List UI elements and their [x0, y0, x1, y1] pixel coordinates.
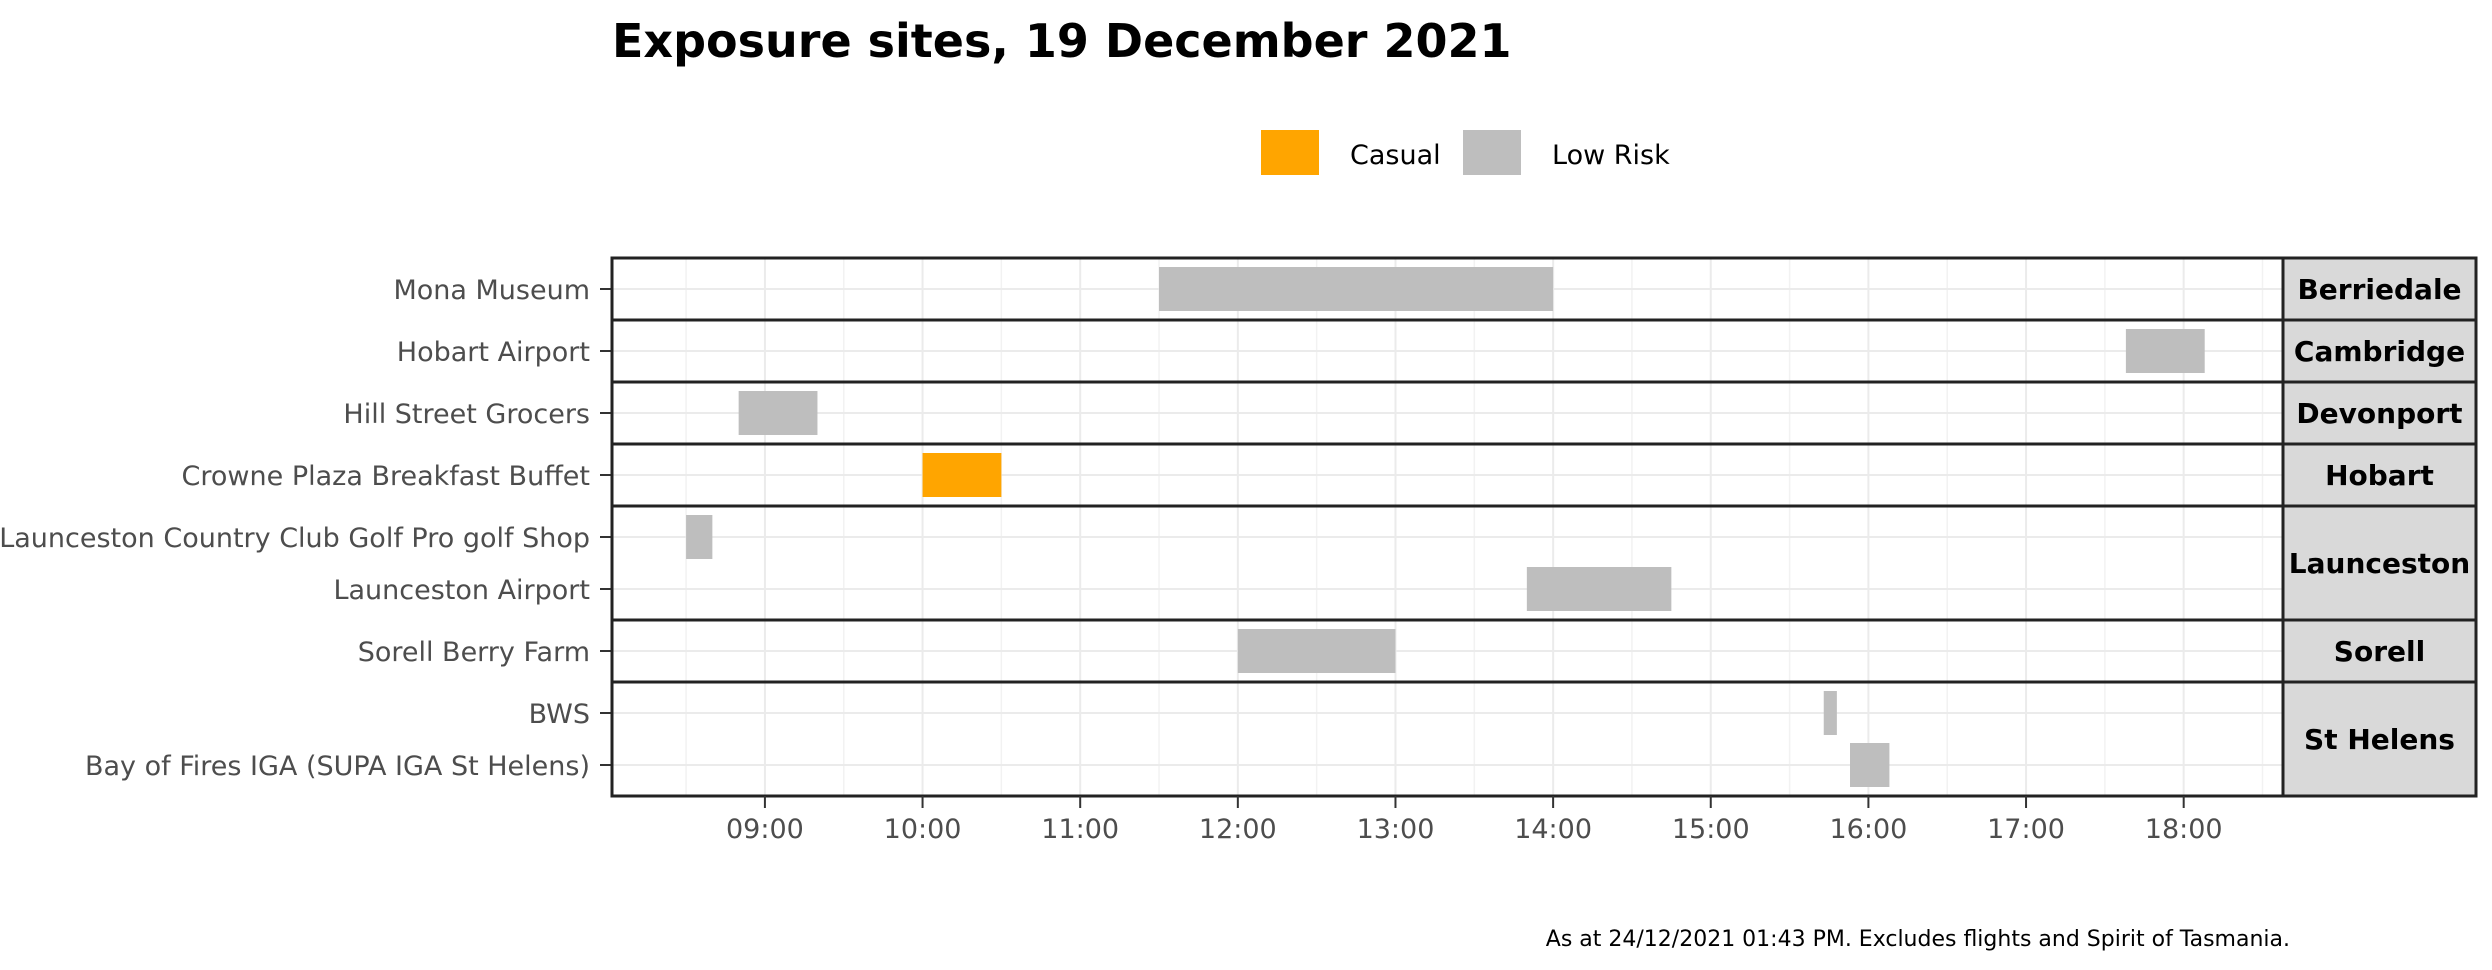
- facet-strip: [2281, 318, 2478, 384]
- legend-label-low-risk: Low Risk: [1552, 140, 1670, 171]
- x-tick-label-12-00: 12:00: [1199, 814, 1277, 845]
- bar-launceston-airport: [1526, 567, 1672, 611]
- y-label-crowne-plaza-breakfast-buffet: Crowne Plaza Breakfast Buffet: [182, 461, 590, 492]
- x-tick-label-14-00: 14:00: [1514, 814, 1592, 845]
- legend-label-casual: Casual: [1350, 140, 1441, 171]
- facet-label-berriedale: Berriedale: [2297, 273, 2461, 306]
- facet-panel-st-helens: BWS Bay of Fires IGA (SUPA IGA St Helens)…: [85, 680, 2478, 798]
- x-tick-label-13-00: 13:00: [1357, 814, 1435, 845]
- y-label-launceston-airport: Launceston Airport: [333, 575, 590, 606]
- facet-label-sorell: Sorell: [2334, 635, 2425, 668]
- chart-title: Exposure sites, 19 December 2021: [612, 14, 1512, 68]
- bar-hill-street-grocers: [738, 391, 818, 435]
- facet-label-devonport: Devonport: [2296, 397, 2462, 430]
- y-label-sorell-berry-farm: Sorell Berry Farm: [358, 637, 590, 668]
- y-label-bay-of-fires-iga-supa-iga-st-helens: Bay of Fires IGA (SUPA IGA St Helens): [85, 751, 590, 782]
- x-tick-label-11-00: 11:00: [1041, 814, 1119, 845]
- facet-strip: [2281, 618, 2478, 684]
- bar-launceston-country-club-golf-pro-golf-shop: [686, 515, 713, 559]
- facet-label-cambridge: Cambridge: [2294, 335, 2465, 368]
- facet-panel-launceston: Launceston Country Club Golf Pro golf Sh…: [0, 504, 2478, 622]
- x-tick-label-09-00: 09:00: [726, 814, 804, 845]
- panel-border: [610, 680, 2285, 798]
- facet-label-launceston: Launceston: [2289, 547, 2470, 580]
- y-label-mona-museum: Mona Museum: [393, 275, 590, 306]
- x-axis: 09:00 10:00 11:00 12:00 13:00 14:00 15:00 16:00…: [726, 796, 2223, 845]
- bar-hobart-airport: [2125, 329, 2205, 373]
- facet-panel-devonport: Hill Street Grocers Devonport: [343, 380, 2478, 446]
- facet-strip: [2281, 442, 2478, 508]
- bar-crowne-plaza-breakfast-buffet: [922, 453, 1002, 497]
- bar-sorell-berry-farm: [1237, 629, 1396, 673]
- facet-strip: [2281, 256, 2478, 322]
- facet-label-hobart: Hobart: [2325, 459, 2434, 492]
- bar-bay-of-fires-iga-supa-iga-st-helens: [1850, 743, 1890, 787]
- x-tick-label-17-00: 17:00: [1987, 814, 2065, 845]
- bar-mona-museum: [1159, 267, 1554, 311]
- bar-bws: [1823, 691, 1837, 735]
- facet-strip: [2281, 680, 2478, 798]
- chart-panels: Mona Museum Berriedale Hobart Airport Cambr…: [0, 256, 2478, 798]
- legend-swatch-low-risk: [1463, 130, 1521, 175]
- x-tick-label-10-00: 10:00: [884, 814, 962, 845]
- x-tick-label-18-00: 18:00: [2145, 814, 2223, 845]
- chart-caption: As at 24/12/2021 01:43 PM. Excludes flig…: [1546, 927, 2290, 952]
- legend: Casual Low Risk: [1261, 130, 1670, 175]
- facet-strip: [2281, 504, 2478, 622]
- x-tick-label-16-00: 16:00: [1829, 814, 1907, 845]
- facet-panel-hobart: Crowne Plaza Breakfast Buffet Hobart: [182, 442, 2478, 508]
- panel-border: [610, 504, 2285, 622]
- facet-strip: [2281, 380, 2478, 446]
- facet-panel-cambridge: Hobart Airport Cambridge: [397, 318, 2478, 384]
- y-label-hobart-airport: Hobart Airport: [397, 337, 590, 368]
- legend-swatch-casual: [1261, 130, 1319, 175]
- x-tick-label-15-00: 15:00: [1672, 814, 1750, 845]
- y-label-launceston-country-club-golf-pro-golf-shop: Launceston Country Club Golf Pro golf Sh…: [0, 523, 590, 554]
- facet-panel-sorell: Sorell Berry Farm Sorell: [358, 618, 2478, 684]
- y-label-bws: BWS: [529, 699, 590, 730]
- facet-label-st-helens: St Helens: [2304, 723, 2455, 756]
- facet-panel-berriedale: Mona Museum Berriedale: [393, 256, 2478, 322]
- y-label-hill-street-grocers: Hill Street Grocers: [343, 399, 590, 430]
